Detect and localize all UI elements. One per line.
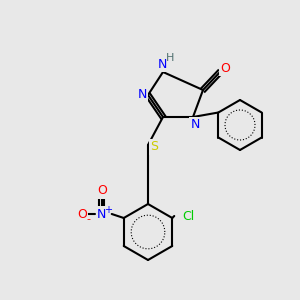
Text: O: O	[97, 184, 107, 197]
Text: N: N	[190, 118, 200, 131]
Text: O: O	[220, 61, 230, 74]
Text: -: -	[87, 214, 91, 224]
Text: S: S	[150, 140, 158, 154]
Text: Cl: Cl	[182, 209, 194, 223]
Text: N: N	[137, 88, 147, 101]
Text: H: H	[166, 53, 174, 63]
Text: O: O	[77, 208, 87, 220]
Text: +: +	[104, 205, 112, 215]
Text: N: N	[157, 58, 167, 70]
Text: N: N	[97, 208, 106, 220]
